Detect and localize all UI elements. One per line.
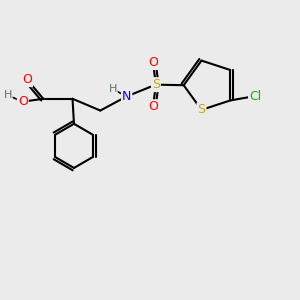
Text: S: S (152, 78, 160, 91)
Text: H: H (3, 90, 12, 100)
Text: O: O (22, 73, 32, 86)
Text: S: S (197, 103, 206, 116)
Text: Cl: Cl (249, 89, 261, 103)
Text: O: O (148, 56, 158, 69)
Text: O: O (148, 100, 158, 113)
Text: N: N (122, 90, 131, 103)
Text: O: O (18, 95, 28, 108)
Text: H: H (108, 84, 117, 94)
